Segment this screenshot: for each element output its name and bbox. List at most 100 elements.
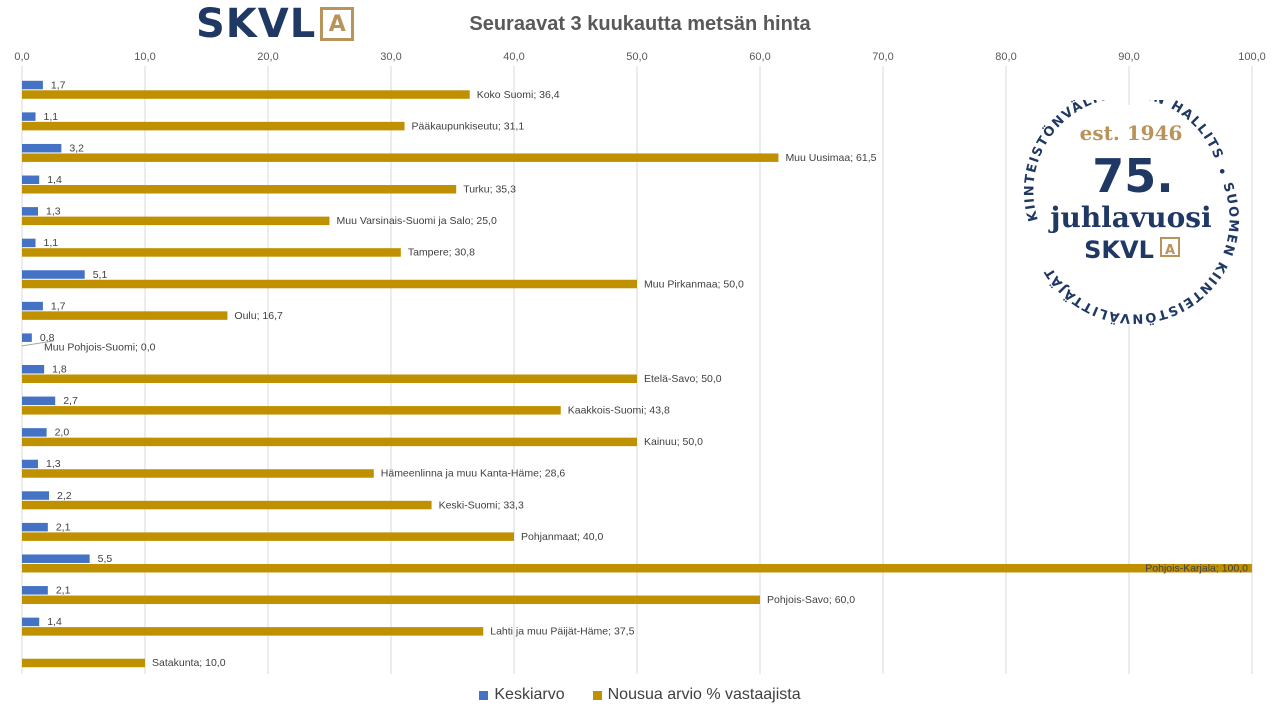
- bar-nousua: [22, 121, 405, 131]
- legend-item-nousua: Nousua arvio % vastaajista: [592, 686, 801, 704]
- data-label-keskiarvo: 5,5: [98, 553, 113, 565]
- bar-keskiarvo: [22, 459, 38, 469]
- bar-keskiarvo: [22, 554, 90, 563]
- bar-keskiarvo: [22, 522, 48, 532]
- data-label-nousua: Koko Suomi; 36,4: [477, 89, 560, 101]
- data-label-nousua: Muu Pohjois-Suomi; 0,0: [44, 341, 156, 353]
- bar-nousua: [22, 627, 484, 636]
- bar-keskiarvo: [22, 207, 38, 216]
- bar-nousua: [22, 437, 637, 447]
- bar-nousua: [22, 374, 637, 383]
- anniversary-seal: KIINTEISTÖNVÄLITYKSEN HALLITSIJA • SUOME…: [1016, 100, 1241, 326]
- skvl-logo-mark-icon: A: [320, 7, 355, 41]
- bar-keskiarvo: [22, 586, 48, 595]
- bar-nousua: [22, 563, 1252, 573]
- legend-swatch-keskiarvo: [479, 690, 489, 700]
- legend-label-keskiarvo: Keskiarvo: [494, 686, 565, 703]
- data-label-nousua: Muu Varsinais-Suomi ja Salo; 25,0: [337, 215, 497, 227]
- seal-word: juhlavuosi: [1047, 201, 1211, 234]
- data-label-keskiarvo: 1,3: [46, 206, 61, 218]
- bar-keskiarvo: [22, 491, 50, 500]
- data-label-keskiarvo: 3,2: [69, 142, 84, 154]
- data-label-keskiarvo: 1,4: [47, 616, 62, 628]
- seal-mark-icon: [1160, 237, 1180, 257]
- skvl-logo: SKVL A: [196, 1, 355, 47]
- x-tick-label: 70,0: [872, 51, 893, 63]
- bar-keskiarvo: [22, 143, 62, 153]
- bar-keskiarvo: [22, 333, 32, 342]
- bar-nousua: [22, 248, 401, 257]
- data-label-keskiarvo: 1,8: [52, 364, 67, 376]
- data-label-keskiarvo: 1,1: [44, 237, 59, 249]
- legend-item-keskiarvo: Keskiarvo: [479, 686, 565, 704]
- x-tick-label: 40,0: [503, 51, 524, 63]
- bar-chart: 0,0 10,0 20,0 30,0 40,0 50,0 60,0 70,0 80,0 90,0 1…: [14, 51, 1266, 674]
- data-label-nousua: Muu Uusimaa; 61,5: [785, 152, 876, 164]
- data-label-nousua: Satakunta; 10,0: [152, 657, 226, 669]
- chart-title: Seuraavat 3 kuukautta metsän hinta: [469, 13, 811, 35]
- seal-mark-letter: A: [1165, 243, 1175, 258]
- data-label-keskiarvo: 1,4: [47, 174, 62, 186]
- data-label-keskiarvo: 1,7: [51, 79, 66, 91]
- bar-keskiarvo: [22, 80, 43, 90]
- x-tick-label: 80,0: [995, 51, 1016, 63]
- x-tick-label: 60,0: [749, 51, 770, 63]
- x-tick-label: 0,0: [14, 51, 29, 63]
- bar-nousua: [22, 532, 514, 541]
- bar-keskiarvo: [22, 301, 43, 311]
- data-label-keskiarvo: 2,7: [63, 395, 78, 407]
- data-label-nousua: Keski-Suomi; 33,3: [439, 499, 524, 511]
- data-label-keskiarvo: 2,1: [56, 521, 71, 533]
- bar-nousua: [22, 279, 637, 289]
- data-label-nousua: Hämeenlinna ja muu Kanta-Häme; 28,6: [381, 468, 566, 480]
- bar-nousua: [22, 406, 561, 415]
- data-label-nousua: Kaakkois-Suomi; 43,8: [568, 405, 670, 417]
- bar-keskiarvo: [22, 238, 36, 248]
- data-label-nousua: Lahti ja muu Päijät-Häme; 37,5: [490, 626, 634, 638]
- bar-keskiarvo: [22, 617, 40, 627]
- data-label-nousua: Kainuu; 50,0: [644, 436, 703, 448]
- chart-legend: Keskiarvo Nousua arvio % vastaajista: [0, 686, 1280, 704]
- data-label-nousua: Pohjanmaat; 40,0: [521, 531, 603, 543]
- data-label-keskiarvo: 1,1: [44, 111, 59, 123]
- bar-keskiarvo: [22, 112, 36, 121]
- seal-number: 75.: [1092, 149, 1174, 203]
- data-label-nousua: Pohjois-Karjala; 100,0: [1145, 562, 1248, 574]
- bar-keskiarvo: [22, 428, 47, 437]
- x-tick-label: 90,0: [1118, 51, 1139, 63]
- bar-nousua: [22, 153, 779, 162]
- data-label-keskiarvo: 2,2: [57, 490, 72, 502]
- bar-keskiarvo: [22, 396, 56, 406]
- x-tick-label: 30,0: [380, 51, 401, 63]
- leader-line: [21, 340, 55, 347]
- bar-nousua: [22, 185, 457, 194]
- data-label-nousua: Oulu; 16,7: [234, 310, 283, 322]
- x-tick-label: 20,0: [257, 51, 278, 63]
- data-label-nousua: Muu Pirkanmaa; 50,0: [644, 278, 744, 290]
- x-tick-label: 10,0: [134, 51, 155, 63]
- data-label-nousua: Etelä-Savo; 50,0: [644, 373, 722, 385]
- bar-nousua: [22, 216, 330, 226]
- data-label-keskiarvo: 2,1: [56, 585, 71, 597]
- bar-nousua: [22, 311, 228, 320]
- data-label-keskiarvo: 1,7: [51, 300, 66, 312]
- data-label-keskiarvo: 2,0: [55, 427, 70, 439]
- bar-keskiarvo: [22, 365, 45, 374]
- seal-est: est. 1946: [1080, 121, 1183, 145]
- bar-nousua: [22, 500, 432, 510]
- data-label-keskiarvo: 5,1: [93, 269, 108, 281]
- x-tick-label: 100,0: [1238, 51, 1266, 63]
- bar-nousua: [22, 658, 145, 668]
- data-label-nousua: Pääkaupunkiseutu; 31,1: [412, 120, 525, 132]
- bar-keskiarvo: [22, 175, 40, 185]
- legend-swatch-nousua: [592, 690, 602, 700]
- bar-nousua: [22, 595, 760, 605]
- data-label-keskiarvo: 1,3: [46, 458, 61, 470]
- bar-nousua: [22, 90, 470, 99]
- bar-nousua: [22, 469, 374, 478]
- data-label-nousua: Tampere; 30,8: [408, 247, 475, 259]
- x-tick-label: 50,0: [626, 51, 647, 63]
- bar-keskiarvo: [22, 270, 85, 279]
- legend-label-nousua: Nousua arvio % vastaajista: [607, 686, 801, 703]
- skvl-logo-text: SKVL: [196, 1, 317, 47]
